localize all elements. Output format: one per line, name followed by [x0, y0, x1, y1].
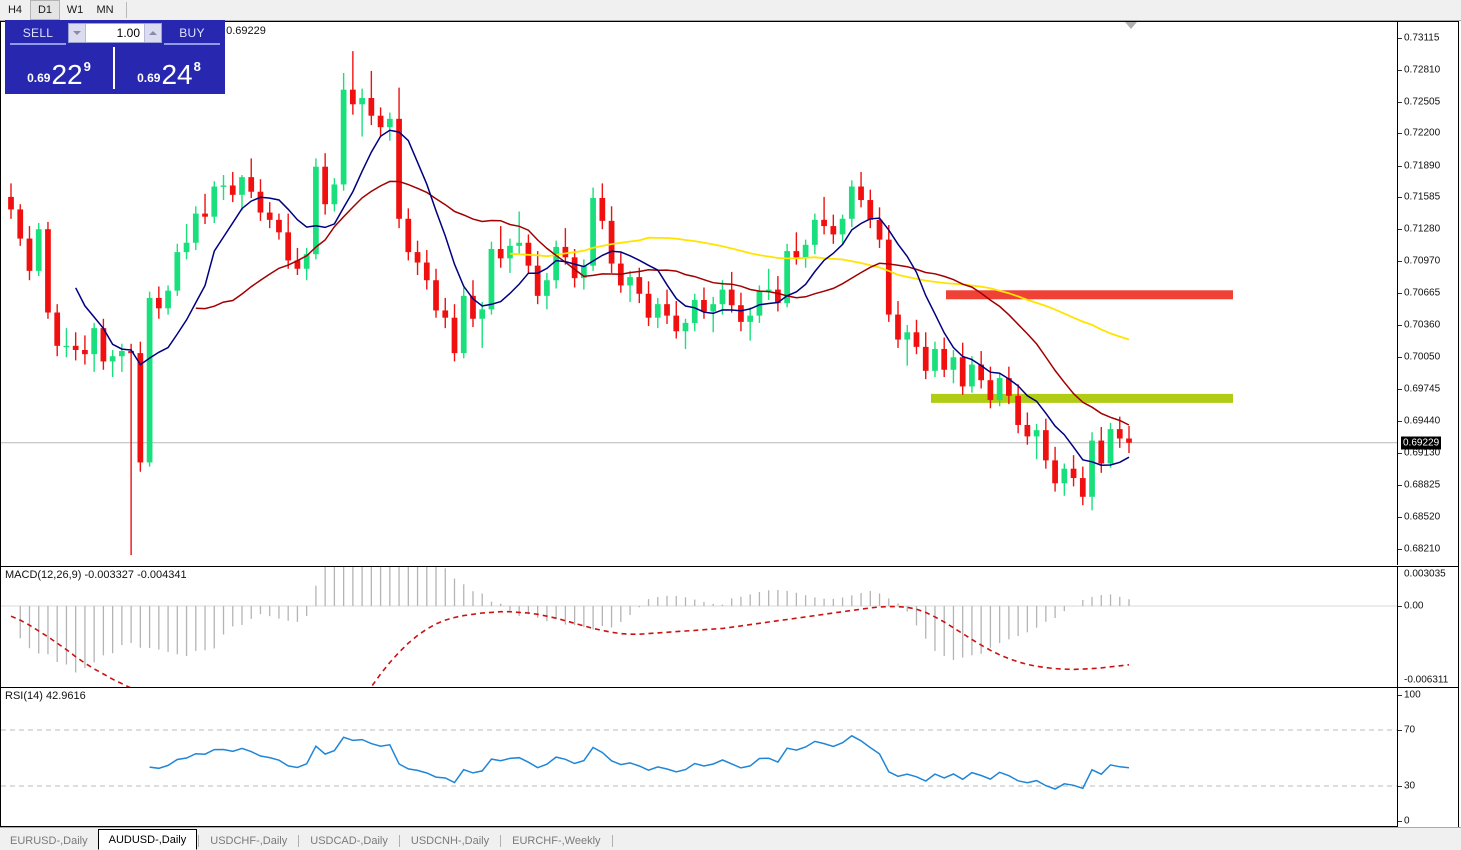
- price-axis-label: 0.71280: [1404, 223, 1441, 235]
- current-price-label: 0.69229: [1401, 436, 1442, 450]
- timeframe-button-w1[interactable]: W1: [60, 0, 90, 20]
- chevron-down-icon: [73, 31, 81, 35]
- rsi-axis-tick: [1398, 821, 1402, 822]
- volume-stepper[interactable]: 1.00: [68, 23, 162, 43]
- price-axis-tick: [1398, 453, 1402, 455]
- price-axis-label: 0.72505: [1404, 96, 1441, 108]
- rsi-axis: 100 70 30 0: [1397, 688, 1458, 828]
- price-axis-label: 0.69745: [1404, 383, 1441, 395]
- macd-pane[interactable]: MACD(12,26,9) -0.003327 -0.004341 0.0030…: [1, 566, 1458, 687]
- price-axis-tick: [1398, 165, 1402, 167]
- price-axis-label: 0.70665: [1404, 287, 1441, 299]
- price-axis-label: 0.69130: [1404, 447, 1441, 459]
- chart-frame: AUDUSD-,Daily 0.69194 0.69252 0.69164 0.…: [0, 21, 1459, 828]
- buy-price-prefix: 0.69: [137, 71, 161, 85]
- price-axis-tick: [1398, 516, 1402, 518]
- one-click-trading-quotes: 0.69 22 9 0.69 24 8: [6, 45, 224, 91]
- toolbar-divider: [126, 2, 127, 18]
- volume-decrease-button[interactable]: [69, 24, 86, 42]
- macd-title: MACD(12,26,9) -0.003327 -0.004341: [5, 569, 187, 581]
- rsi-axis-label: 0: [1404, 815, 1410, 827]
- price-axis-label: 0.72200: [1404, 127, 1441, 139]
- rsi-axis-label: 30: [1404, 780, 1416, 792]
- sell-price-prefix: 0.69: [27, 71, 51, 85]
- price-axis-label: 0.70360: [1404, 319, 1441, 331]
- buy-price-main: 24: [161, 59, 193, 91]
- price-axis: 0.73115 0.72810 0.72505 0.72200 0.71890 0.715…: [1397, 22, 1458, 565]
- chart-tab-usdcad[interactable]: USDCAD-,Daily: [310, 835, 388, 847]
- sell-price-main: 22: [51, 59, 83, 91]
- price-axis-tick: [1398, 197, 1402, 199]
- chevron-up-icon: [149, 31, 157, 35]
- rsi-axis-label: 100: [1404, 689, 1421, 701]
- price-axis-tick: [1398, 293, 1402, 295]
- price-axis-tick: [1398, 420, 1402, 422]
- price-axis-tick: [1398, 101, 1402, 103]
- chart-tab-bar: EURUSD-,Daily AUDUSD-,Daily USDCHF-,Daily U…: [0, 827, 1461, 850]
- price-axis-tick: [1398, 38, 1402, 40]
- one-click-trading-panel[interactable]: SELL 1.00 BUY 0.69 22 9 0.69 24 8: [6, 21, 224, 93]
- sell-price-fraction: 9: [83, 59, 91, 74]
- tab-divider: [398, 835, 400, 847]
- price-axis-label: 0.71585: [1404, 191, 1441, 203]
- price-axis-tick: [1398, 261, 1402, 263]
- price-axis-label: 0.71890: [1404, 160, 1441, 172]
- buy-button[interactable]: BUY: [164, 23, 220, 45]
- one-click-trading-top-row: SELL 1.00 BUY: [6, 21, 224, 45]
- price-axis-label: 0.72810: [1404, 64, 1441, 76]
- price-chart-svg: [1, 51, 1399, 556]
- rsi-axis-tick: [1398, 786, 1402, 787]
- price-axis-label: 0.68210: [1404, 543, 1441, 555]
- macd-axis-label: -0.006311: [1404, 674, 1449, 686]
- quote-divider: [113, 47, 115, 89]
- price-axis-tick: [1398, 389, 1402, 391]
- volume-input[interactable]: 1.00: [116, 26, 140, 40]
- timeframe-button-d1[interactable]: D1: [30, 0, 60, 20]
- price-axis-tick: [1398, 484, 1402, 486]
- chart-tab-usdcnh[interactable]: USDCNH-,Daily: [410, 835, 490, 847]
- price-axis-tick: [1398, 357, 1402, 359]
- macd-axis-label: 0.003035: [1404, 568, 1446, 580]
- volume-increase-button[interactable]: [144, 24, 161, 42]
- price-axis-tick: [1398, 69, 1402, 71]
- buy-price[interactable]: 0.69 24 8: [116, 45, 222, 91]
- price-axis-tick: [1398, 324, 1402, 326]
- price-axis-label: 0.68825: [1404, 479, 1441, 491]
- buy-price-fraction: 8: [193, 59, 201, 74]
- chart-scroll-marker-icon[interactable]: [1125, 22, 1137, 29]
- sell-button[interactable]: SELL: [10, 23, 66, 45]
- rsi-chart-svg: [1, 729, 1399, 790]
- macd-chart-svg: [1, 567, 1399, 687]
- price-axis-tick: [1398, 548, 1402, 550]
- chart-tab-audusd[interactable]: AUDUSD-,Daily: [97, 829, 198, 850]
- price-axis-tick: [1398, 133, 1402, 135]
- price-axis-label: 0.70050: [1404, 351, 1441, 363]
- tab-divider: [298, 835, 300, 847]
- rsi-axis-label: 70: [1404, 724, 1416, 736]
- timeframe-button-mn[interactable]: MN: [90, 0, 120, 20]
- rsi-axis-tick: [1398, 730, 1402, 731]
- sell-price[interactable]: 0.69 22 9: [6, 45, 112, 91]
- rsi-title: RSI(14) 42.9616: [5, 690, 86, 702]
- price-axis-tick: [1398, 229, 1402, 231]
- timeframe-button-h4[interactable]: H4: [0, 0, 30, 20]
- price-pane[interactable]: AUDUSD-,Daily 0.69194 0.69252 0.69164 0.…: [1, 22, 1458, 565]
- macd-axis: 0.003035 0.00 -0.006311: [1397, 567, 1458, 687]
- chart-tab-eurchf[interactable]: EURCHF-,Weekly: [512, 835, 601, 847]
- macd-axis-tick: [1398, 605, 1402, 607]
- timeframe-toolbar: H4 D1 W1 MN: [0, 0, 1461, 21]
- rsi-pane[interactable]: RSI(14) 42.9616 100 70 30 0: [1, 687, 1458, 828]
- chart-tab-usdchf[interactable]: USDCHF-,Daily: [210, 835, 288, 847]
- price-axis-label: 0.70970: [1404, 255, 1441, 267]
- price-axis-label: 0.68520: [1404, 511, 1441, 523]
- tab-divider: [500, 835, 502, 847]
- macd-axis-label: 0.00: [1404, 600, 1424, 612]
- chart-tab-eurusd[interactable]: EURUSD-,Daily: [10, 835, 88, 847]
- tab-divider: [198, 835, 200, 847]
- price-axis-label: 0.69440: [1404, 415, 1441, 427]
- rsi-axis-tick: [1398, 695, 1402, 696]
- price-axis-label: 0.73115: [1404, 32, 1440, 44]
- tab-divider: [611, 835, 613, 847]
